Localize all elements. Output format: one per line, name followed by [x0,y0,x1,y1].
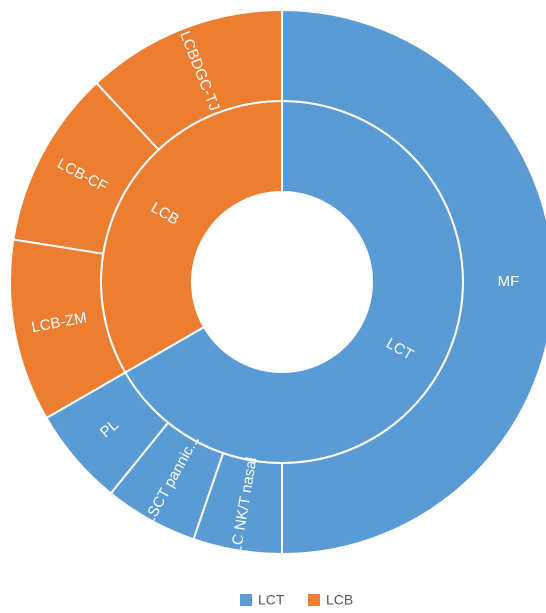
outer-segment [95,8,283,152]
segment-label: MF [498,273,520,290]
legend-label: LCT [258,592,285,608]
outer-segment [281,8,546,556]
legend-swatch [240,594,252,606]
legend-swatch [308,594,320,606]
legend-label: LCB [326,592,353,608]
